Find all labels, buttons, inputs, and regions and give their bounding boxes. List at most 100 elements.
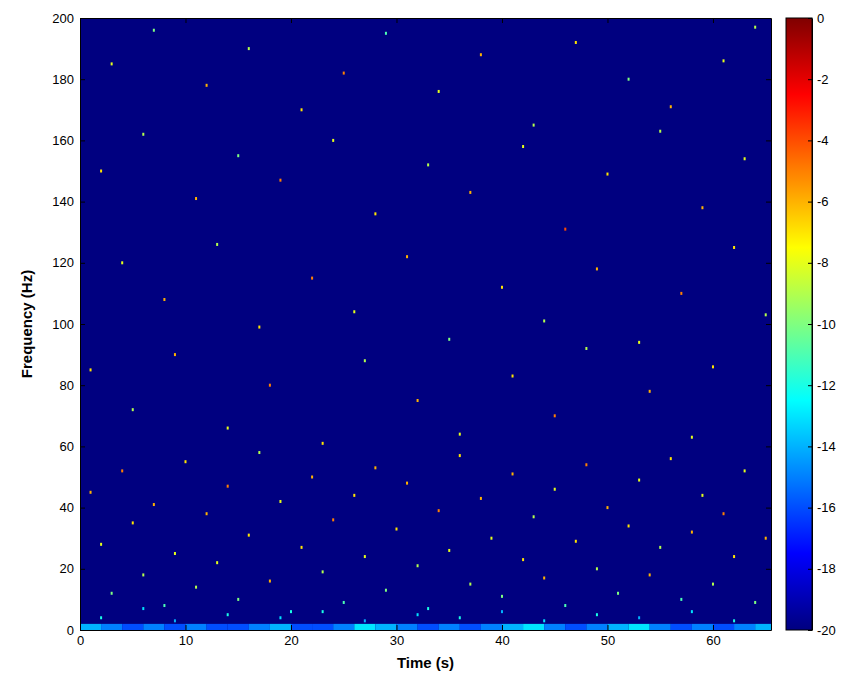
tick-mark (808, 202, 812, 203)
heatmap-cell (480, 53, 482, 56)
tick-mark (80, 140, 85, 141)
tick-label: -4 (817, 133, 829, 148)
tick-label: 100 (52, 317, 74, 332)
tick: 40 (60, 500, 85, 515)
tick-mark (185, 625, 186, 630)
tick: -2 (808, 72, 829, 87)
band-cell (80, 624, 101, 630)
tick: 50 (601, 625, 615, 648)
heatmap-cell (343, 601, 345, 604)
heatmap-cell (406, 482, 408, 485)
heatmap-cell (712, 365, 714, 368)
heatmap-cell (659, 130, 661, 133)
tick-label: -18 (817, 561, 836, 576)
heatmap-cell (417, 399, 419, 402)
heatmap-cell (638, 341, 640, 344)
tick-mark (766, 446, 771, 447)
heatmap-cell (279, 616, 281, 619)
heatmap-cell (691, 436, 693, 439)
heatmap-cell (206, 84, 208, 87)
heatmap-cell (469, 191, 471, 194)
heatmap-cell (533, 124, 535, 127)
heatmap-cell (765, 313, 767, 316)
heatmap-cell (712, 583, 714, 586)
tick: 40 (495, 625, 509, 648)
heatmap-cell (459, 454, 461, 457)
band-cell (375, 624, 396, 630)
tick-mark (766, 140, 771, 141)
heatmap-cell (90, 491, 92, 494)
heatmap-cell (174, 619, 176, 622)
heatmap-cell (100, 170, 102, 173)
heatmap-cell (554, 488, 556, 491)
tick-mark (80, 324, 85, 325)
band-cell (143, 624, 164, 630)
heatmap-cell (585, 347, 587, 350)
tick: 180 (52, 72, 85, 87)
heatmap-cell (395, 528, 397, 531)
heatmap-cell (733, 555, 735, 558)
yticks-axis: 020406080100120140160180200 (52, 11, 85, 638)
heatmap-cell (206, 512, 208, 515)
heatmap-cell (153, 29, 155, 32)
heatmap-cell (153, 503, 155, 506)
tick-label: -8 (817, 255, 829, 270)
heatmap-cell (385, 32, 387, 35)
heatmap-cell (100, 543, 102, 546)
heatmap-cell (142, 573, 144, 576)
colorbar-frame (786, 18, 812, 630)
tick-label: 20 (60, 561, 74, 576)
tick-mark (80, 569, 85, 570)
heatmap-cell (417, 613, 419, 616)
heatmap-cell (311, 277, 313, 280)
heatmap-cell (649, 573, 651, 576)
heatmap-cell (606, 173, 608, 176)
heatmap-cell (364, 619, 366, 622)
heatmap-cell (733, 246, 735, 249)
tick-mark (808, 385, 812, 386)
band-cell (396, 624, 417, 630)
heatmap-cell (417, 564, 419, 567)
heatmap-cell (406, 255, 408, 258)
heatmap-cell (121, 261, 123, 264)
band-cell (418, 624, 439, 630)
tick-label: 40 (495, 633, 509, 648)
heatmap-cell (649, 390, 651, 393)
tick-label: 0 (77, 633, 84, 648)
frame-right (766, 19, 772, 631)
heatmap-cell (490, 537, 492, 540)
heatmap-cell (522, 145, 524, 148)
frame-top (81, 18, 772, 23)
tick-label: 180 (52, 72, 74, 87)
heatmap-cell (765, 537, 767, 540)
heatmap-cell (269, 580, 271, 583)
heatmap-cell (617, 592, 619, 595)
heatmap-cell (606, 506, 608, 509)
plot-area (80, 18, 771, 630)
y-axis-title: Frequency (Hz) (18, 270, 35, 378)
heatmap-cell (543, 319, 545, 322)
heatmap-cell (459, 616, 461, 619)
heatmap-cell (216, 243, 218, 246)
heatmap-cell (279, 179, 281, 182)
heatmap-cell (501, 286, 503, 289)
heatmap-cell (469, 583, 471, 586)
tick-label: 30 (390, 633, 404, 648)
tick (396, 18, 397, 23)
heatmap-cell (448, 549, 450, 552)
heatmap-cell (364, 555, 366, 558)
band-cell (291, 624, 312, 630)
heatmap-cell (501, 595, 503, 598)
tick (502, 18, 503, 23)
band-cell (523, 624, 544, 630)
tick: 160 (52, 133, 85, 148)
heatmap-cell (564, 228, 566, 231)
heatmap-cell (628, 524, 630, 527)
heatmap-cell (744, 157, 746, 160)
heatmap-cell (522, 558, 524, 561)
heatmap-cell (343, 72, 345, 75)
tick-mark (808, 508, 812, 509)
tick (607, 18, 608, 23)
heatmap-cell (670, 457, 672, 460)
heatmap-cell (385, 589, 387, 592)
